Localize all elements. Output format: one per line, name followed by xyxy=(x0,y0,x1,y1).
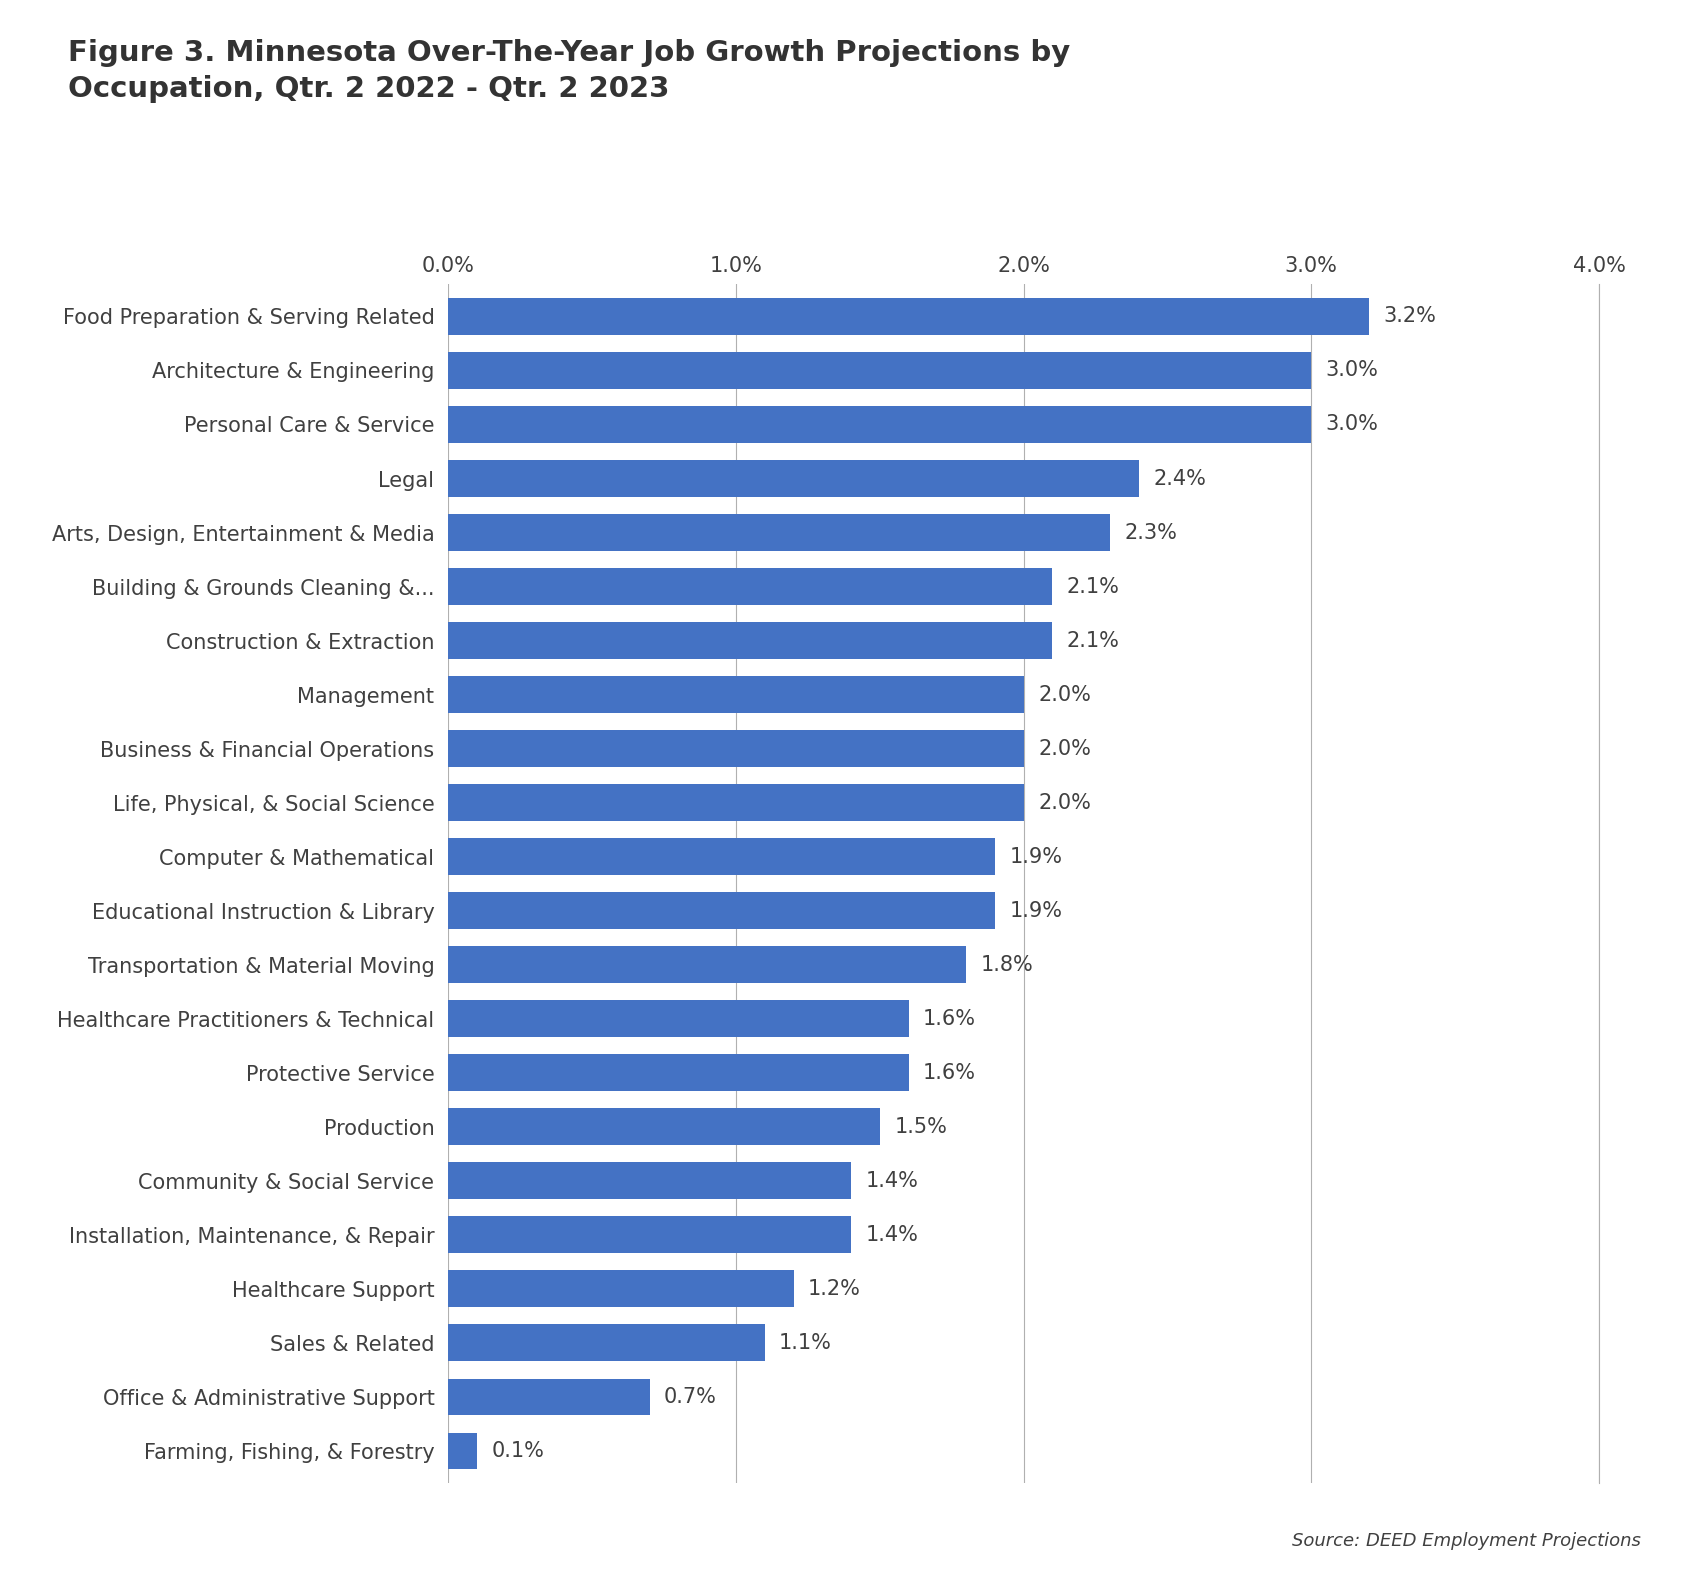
Bar xyxy=(448,1379,650,1415)
Text: Figure 3. Minnesota Over-The-Year Job Growth Projections by
Occupation, Qtr. 2 2: Figure 3. Minnesota Over-The-Year Job Gr… xyxy=(68,39,1069,103)
Bar xyxy=(448,1433,477,1469)
Text: 0.7%: 0.7% xyxy=(663,1387,717,1408)
Bar xyxy=(448,1324,765,1362)
Text: 1.2%: 1.2% xyxy=(809,1278,861,1299)
Text: 2.1%: 2.1% xyxy=(1066,576,1120,596)
Text: 2.0%: 2.0% xyxy=(1037,792,1091,813)
Text: 3.2%: 3.2% xyxy=(1384,306,1437,327)
Text: 2.4%: 2.4% xyxy=(1154,469,1206,489)
Bar xyxy=(448,461,1139,497)
Text: 1.1%: 1.1% xyxy=(778,1333,832,1352)
Text: 2.0%: 2.0% xyxy=(1037,685,1091,705)
Text: 2.3%: 2.3% xyxy=(1123,522,1178,543)
Bar xyxy=(448,1054,909,1090)
Text: 1.9%: 1.9% xyxy=(1008,901,1063,920)
Text: 1.6%: 1.6% xyxy=(924,1008,976,1029)
Bar xyxy=(448,784,1024,821)
Text: 1.8%: 1.8% xyxy=(981,955,1034,975)
Text: 1.9%: 1.9% xyxy=(1008,847,1063,866)
Text: 2.1%: 2.1% xyxy=(1066,631,1120,650)
Text: 1.4%: 1.4% xyxy=(865,1171,919,1191)
Bar xyxy=(448,838,995,876)
Text: 1.4%: 1.4% xyxy=(865,1225,919,1245)
Bar xyxy=(448,1163,851,1199)
Text: 3.0%: 3.0% xyxy=(1327,415,1379,434)
Bar xyxy=(448,1108,880,1146)
Bar xyxy=(448,677,1024,713)
Bar xyxy=(448,731,1024,767)
Text: 0.1%: 0.1% xyxy=(492,1441,545,1461)
Text: Source: DEED Employment Projections: Source: DEED Employment Projections xyxy=(1293,1532,1641,1550)
Bar xyxy=(448,1217,851,1253)
Bar xyxy=(448,892,995,929)
Bar xyxy=(448,352,1311,388)
Text: 1.5%: 1.5% xyxy=(893,1117,948,1136)
Bar xyxy=(448,298,1369,335)
Bar xyxy=(448,622,1052,660)
Bar xyxy=(448,406,1311,443)
Bar xyxy=(448,1270,794,1307)
Text: 2.0%: 2.0% xyxy=(1037,739,1091,759)
Text: 1.6%: 1.6% xyxy=(924,1062,976,1083)
Bar xyxy=(448,514,1110,551)
Bar xyxy=(448,1000,909,1037)
Bar xyxy=(448,947,966,983)
Text: 3.0%: 3.0% xyxy=(1327,360,1379,380)
Bar xyxy=(448,568,1052,604)
